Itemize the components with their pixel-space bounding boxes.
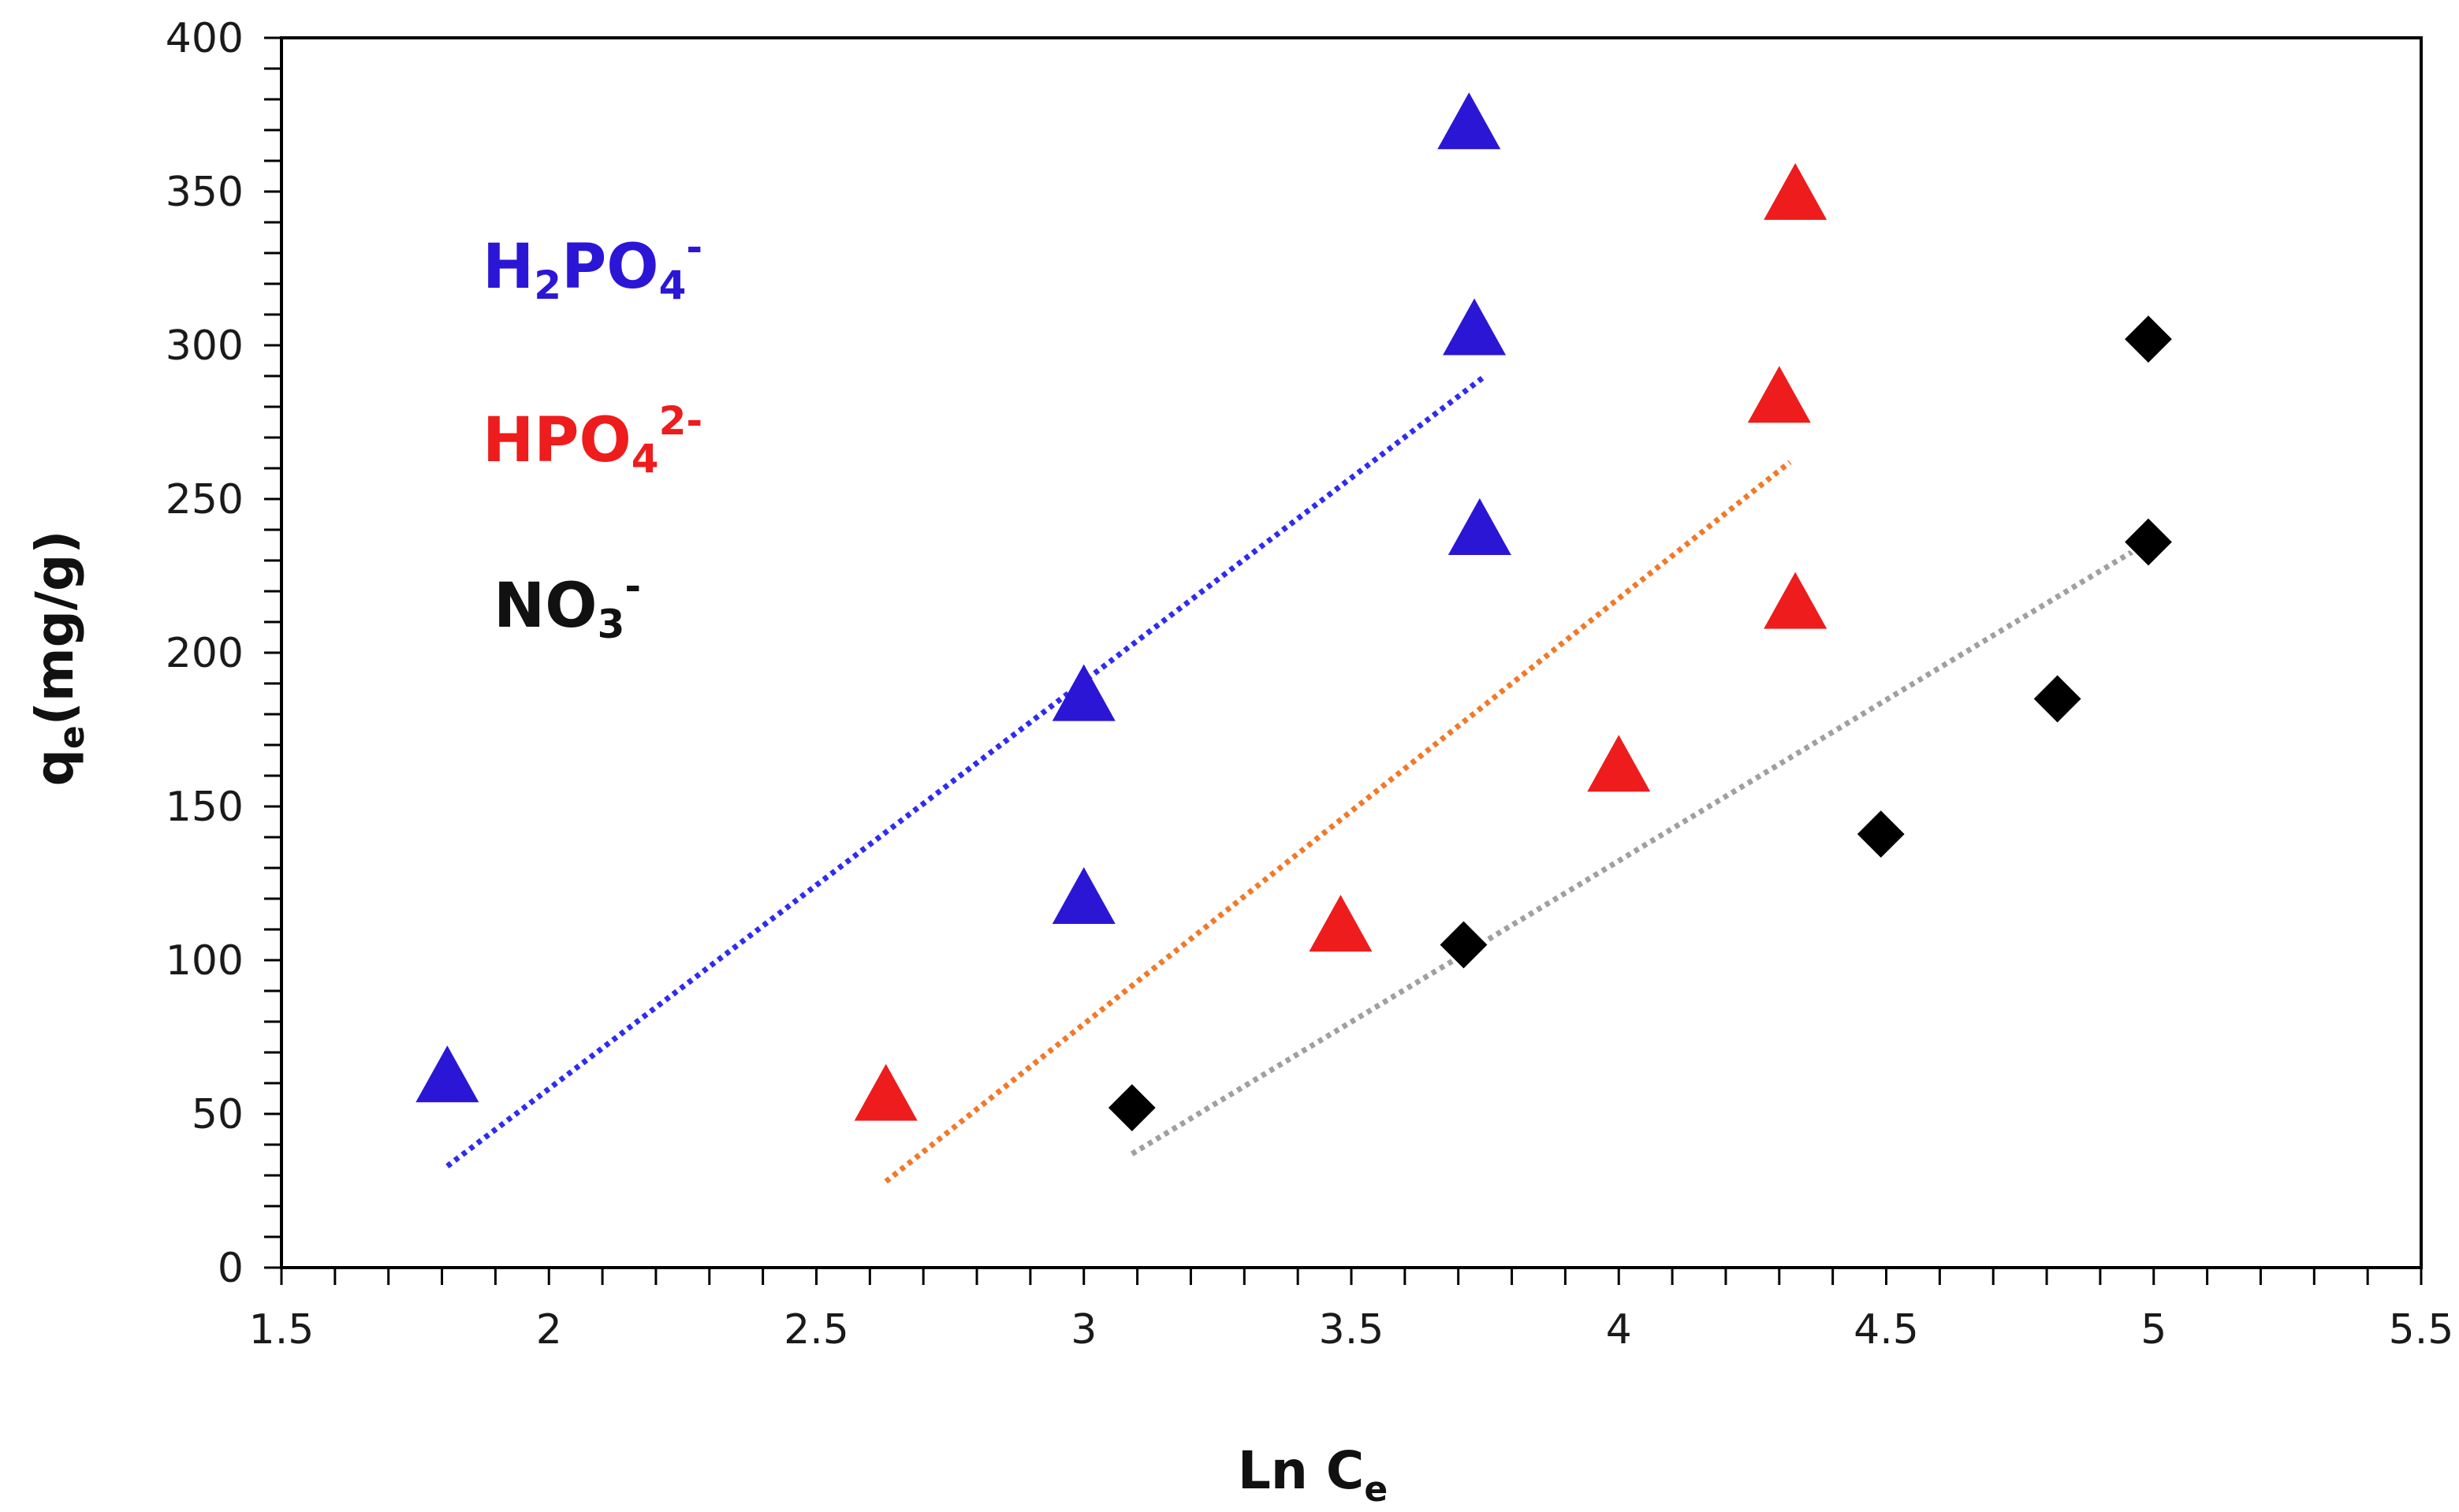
data-point-series-2	[1105, 1081, 1159, 1135]
data-point-series-0	[1052, 867, 1116, 924]
trendline-series-0	[445, 374, 1487, 1169]
y-tick-label: 400	[166, 15, 244, 62]
y-tick-label: 300	[166, 322, 244, 370]
legend-label-h2po4: H2PO4-	[482, 225, 702, 308]
x-tick-label: 2	[536, 1306, 562, 1354]
y-tick-label: 250	[166, 476, 244, 523]
x-tick-label: 5.5	[2389, 1306, 2454, 1354]
data-point-series-1	[1747, 366, 1811, 423]
y-tick-label: 50	[192, 1091, 244, 1138]
trendline-series-2	[1131, 539, 2150, 1156]
data-point-series-1	[1587, 735, 1651, 792]
data-point-series-0	[1052, 664, 1116, 721]
y-tick-label: 0	[218, 1245, 244, 1292]
y-tick-label: 200	[166, 630, 244, 677]
data-point-series-0	[415, 1045, 479, 1103]
data-point-series-2	[2030, 672, 2085, 726]
data-point-series-2	[1436, 918, 1491, 972]
data-point-series-1	[1309, 895, 1373, 952]
y-tick-label: 100	[166, 937, 244, 985]
minor-ticks	[264, 36, 2423, 1285]
data-point-series-2	[2121, 515, 2176, 569]
y-axis-title: qe(mg/g)	[24, 531, 92, 787]
x-tick-label: 3.5	[1319, 1306, 1384, 1354]
x-tick-label: 2.5	[784, 1306, 849, 1354]
data-point-series-0	[1447, 498, 1511, 555]
data-point-series-1	[1764, 572, 1827, 629]
tick-labels: 1.5 2 2.5 3 3.5 4 4.5 5 5.5 0 50 100 150 200 250 300 350…	[166, 15, 2454, 1354]
data-markers	[415, 92, 2176, 1135]
data-point-series-0	[1437, 92, 1501, 150]
legend-label-no3: NO3-	[494, 564, 641, 647]
y-tick-label: 350	[166, 169, 244, 216]
data-point-series-0	[1443, 298, 1507, 356]
data-point-series-2	[1854, 806, 1908, 862]
x-tick-label: 4	[1606, 1306, 1632, 1354]
x-tick-label: 5	[2140, 1306, 2167, 1354]
data-point-series-1	[854, 1063, 918, 1121]
data-point-series-2	[2121, 312, 2176, 367]
x-tick-label: 3	[1071, 1306, 1097, 1354]
legend-label-hpo4: HPO42-	[482, 398, 702, 482]
x-tick-label: 1.5	[249, 1306, 315, 1354]
y-tick-label: 150	[166, 784, 244, 831]
trendlines	[445, 374, 2150, 1184]
trendline-series-1	[884, 460, 1792, 1184]
x-axis-title: Ln Ce	[1238, 1440, 1388, 1510]
plot-area-frame	[280, 36, 2423, 1269]
x-tick-label: 4.5	[1854, 1306, 1919, 1354]
data-point-series-1	[1764, 162, 1827, 220]
